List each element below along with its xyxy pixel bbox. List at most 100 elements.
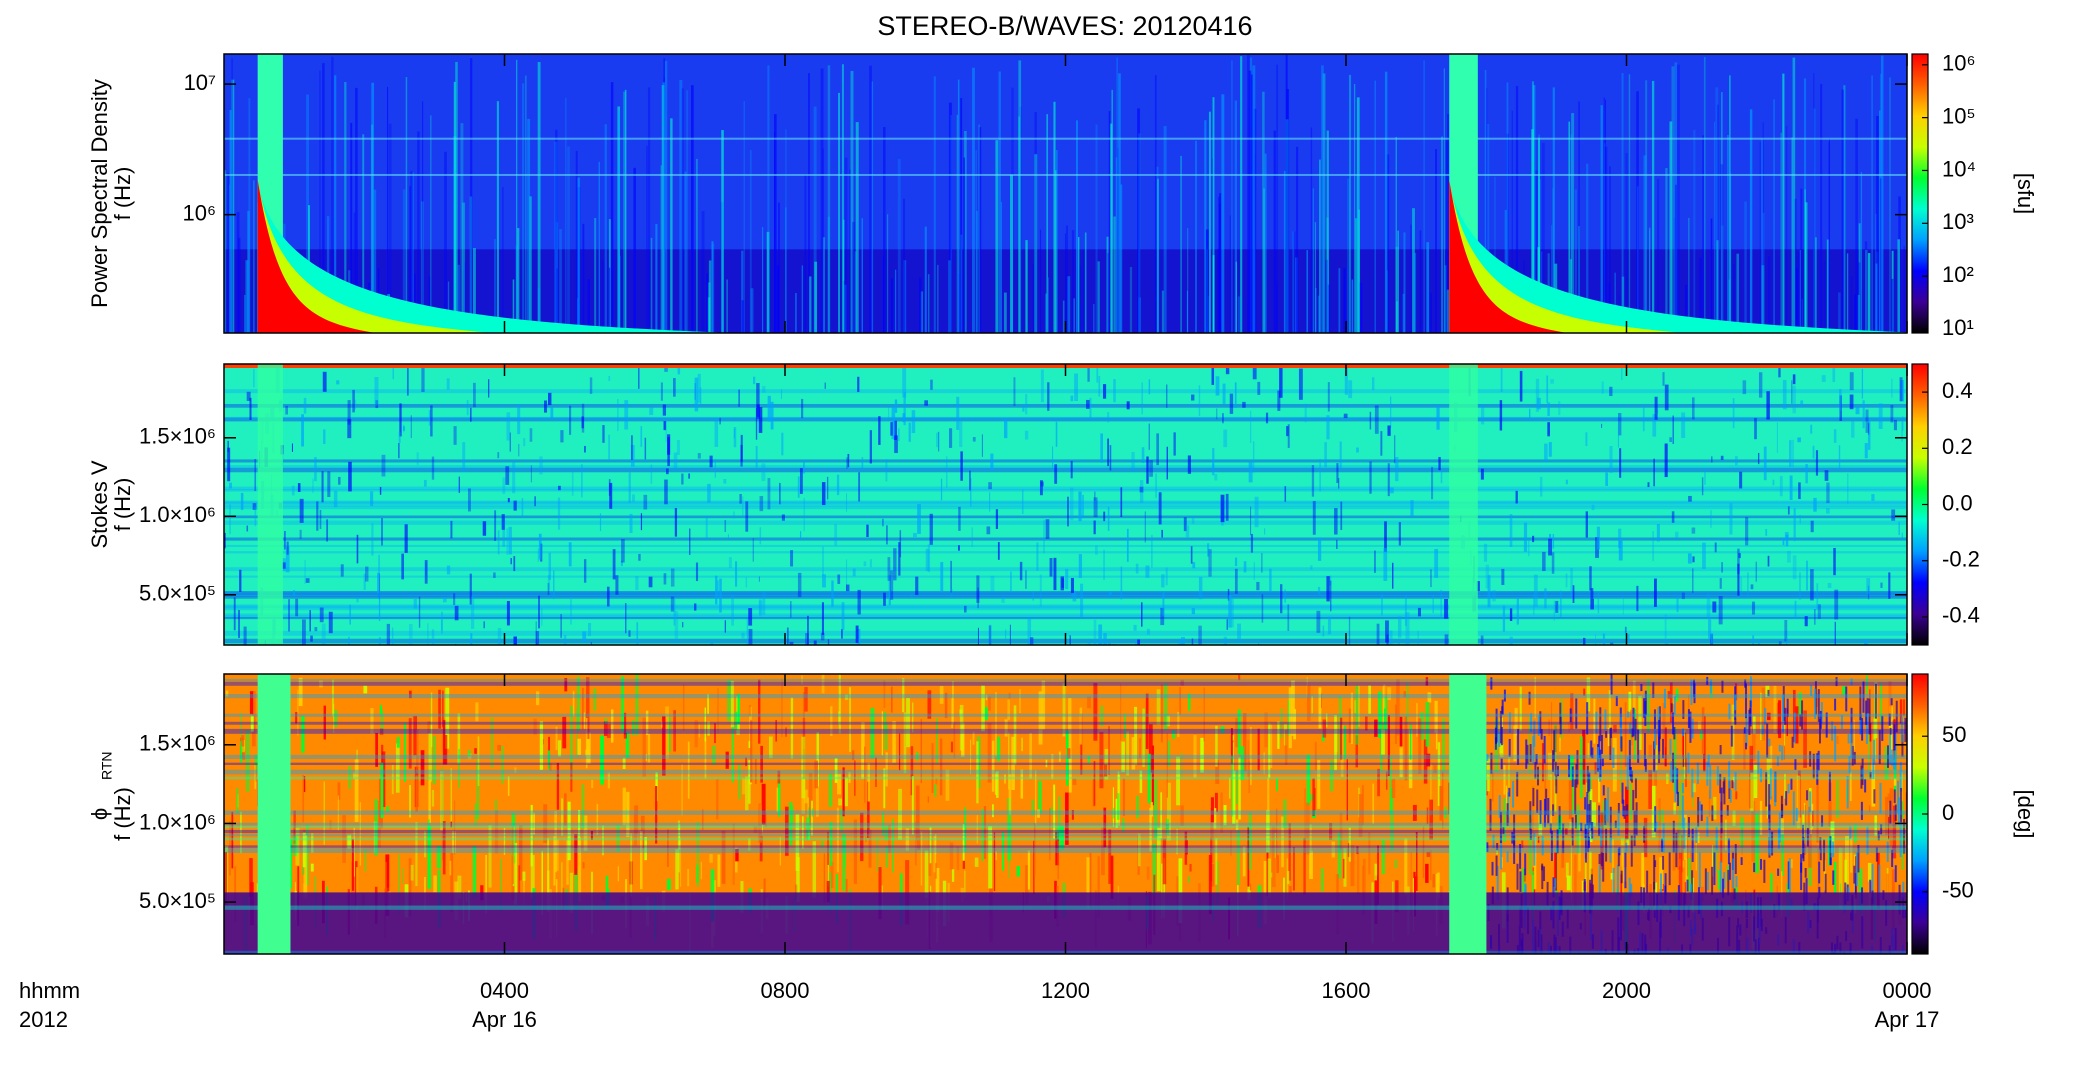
texture: [995, 509, 999, 529]
texture: [430, 692, 433, 747]
texture: [1888, 713, 1891, 726]
texture: [1628, 739, 1631, 770]
texture: [1560, 590, 1562, 618]
texture: [1842, 686, 1846, 695]
texture: [1277, 721, 1280, 749]
texture: [446, 378, 450, 390]
texture: [1815, 237, 1817, 333]
texture: [612, 549, 616, 580]
texture: [838, 798, 842, 806]
texture: [725, 644, 730, 645]
texture: [804, 174, 807, 333]
texture: [1418, 718, 1422, 774]
texture: [1161, 574, 1165, 588]
texture: [1553, 600, 1555, 621]
texture: [578, 837, 582, 902]
texture: [1369, 461, 1372, 494]
texture: [1382, 686, 1384, 724]
texture: [650, 464, 653, 484]
texture: [988, 696, 991, 711]
texture: [621, 539, 625, 563]
texture: [1695, 842, 1697, 871]
texture: [354, 759, 359, 822]
texture: [1817, 750, 1820, 771]
texture: [1568, 754, 1571, 778]
texture: [623, 712, 627, 735]
texture: [1738, 553, 1741, 559]
texture: [1603, 97, 1605, 333]
texture: [1186, 290, 1188, 333]
texture: [1033, 823, 1036, 876]
texture: [1029, 637, 1034, 645]
texture: [1636, 585, 1639, 612]
texture: [1045, 759, 1048, 768]
texture: [1692, 556, 1695, 563]
texture: [1687, 709, 1690, 729]
texture: [1618, 540, 1623, 561]
texture: [1161, 290, 1164, 333]
texture: [1850, 837, 1853, 873]
texture: [1880, 582, 1883, 588]
texture: [1437, 872, 1440, 899]
texture: [1311, 464, 1315, 497]
texture: [1595, 711, 1598, 734]
texture: [1173, 432, 1176, 456]
texture: [673, 452, 678, 472]
texture: [1329, 822, 1333, 840]
texture: [323, 781, 325, 845]
texture: [356, 534, 359, 564]
texture: [381, 518, 383, 546]
texture: [1805, 878, 1808, 905]
texture: [1396, 301, 1399, 333]
texture: [950, 741, 954, 753]
texture: [1751, 601, 1756, 615]
texture: [845, 493, 848, 512]
texture: [408, 858, 412, 917]
texture: [1714, 121, 1716, 333]
texture: [673, 597, 676, 626]
texture: [1826, 482, 1830, 504]
texture: [512, 462, 516, 494]
texture: [1731, 780, 1734, 789]
texture: [1284, 589, 1286, 603]
texture: [1742, 380, 1747, 395]
texture: [1243, 561, 1247, 573]
texture: [1751, 800, 1756, 862]
texture: [1304, 403, 1307, 423]
texture: [1622, 848, 1624, 911]
texture: [521, 498, 524, 518]
texture: [696, 821, 699, 887]
texture: [1658, 719, 1661, 752]
texture: [1160, 684, 1163, 743]
texture: [853, 819, 858, 884]
texture: [1383, 696, 1388, 731]
texture: [1188, 693, 1191, 711]
texture: [1062, 300, 1065, 333]
texture: [1732, 398, 1735, 429]
texture: [1442, 718, 1445, 772]
texture: [1519, 871, 1522, 892]
texture: [1654, 714, 1657, 749]
texture: [285, 546, 290, 573]
texture: [1586, 702, 1589, 735]
texture: [1737, 548, 1740, 575]
texture: [1700, 730, 1703, 740]
texture: [1867, 585, 1870, 600]
texture: [1565, 828, 1568, 835]
texture: [224, 591, 1907, 595]
texture: [1355, 735, 1359, 768]
texture: [1669, 437, 1672, 442]
texture: [333, 490, 338, 508]
texture: [1163, 683, 1168, 731]
texture: [1623, 805, 1626, 819]
texture: [933, 76, 936, 333]
texture: [1691, 718, 1694, 739]
texture: [1263, 860, 1267, 924]
texture: [1180, 155, 1182, 333]
texture: [1619, 716, 1622, 749]
texture: [1682, 728, 1685, 737]
texture: [413, 598, 417, 609]
texture: [380, 762, 384, 819]
texture: [533, 718, 537, 735]
texture: [1849, 394, 1854, 410]
